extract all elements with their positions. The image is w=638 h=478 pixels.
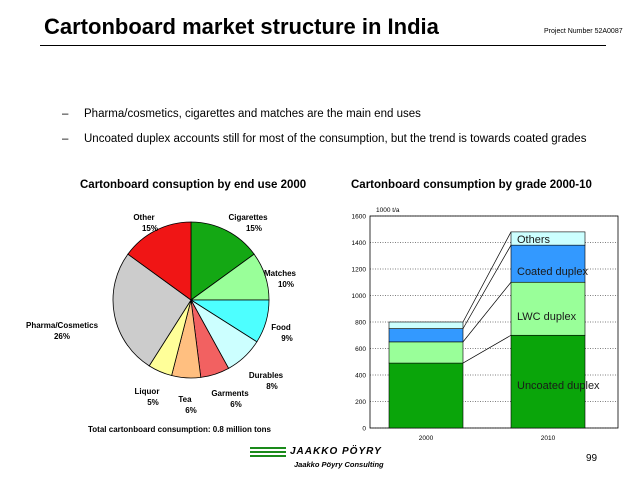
pie-slice-value: 26% bbox=[54, 332, 70, 341]
y-tick-label: 1200 bbox=[352, 267, 367, 274]
series-label: Others bbox=[517, 234, 551, 246]
company-logo-subtitle: Jaakko Pöyry Consulting bbox=[294, 460, 384, 469]
bullet-dash: – bbox=[62, 133, 69, 145]
pie-slice bbox=[112, 253, 192, 367]
series-label: Uncoated duplex bbox=[517, 380, 600, 392]
bullet-dash: – bbox=[62, 108, 69, 120]
page-number: 99 bbox=[586, 453, 598, 464]
y-tick-label: 400 bbox=[355, 373, 366, 380]
pie-slice bbox=[127, 221, 192, 301]
title-divider bbox=[40, 45, 606, 46]
pie-slice-name: Liquor bbox=[135, 387, 160, 396]
pie-chart-title: Cartonboard consuption by end use 2000 bbox=[80, 179, 307, 191]
bar-segment bbox=[388, 341, 464, 364]
y-tick-label: 1000 bbox=[352, 293, 367, 300]
series-label: Coated duplex bbox=[517, 266, 588, 278]
pie-slice-value: 15% bbox=[142, 224, 158, 233]
pie-slice-value: 8% bbox=[266, 382, 278, 391]
pie-slice-value: 6% bbox=[185, 406, 197, 415]
bullet-text: Uncoated duplex accounts still for most … bbox=[84, 133, 587, 145]
series-connector bbox=[462, 244, 512, 329]
plot-frame bbox=[369, 215, 619, 429]
bar-chart-title: Cartonboard consumption by grade 2000-10 bbox=[351, 179, 592, 191]
project-number: Project Number 52A0087 bbox=[544, 28, 623, 35]
page-title: Cartonboard market structure in India bbox=[44, 14, 439, 39]
x-tick-label: 2010 bbox=[541, 435, 556, 442]
x-tick-label: 2000 bbox=[419, 435, 434, 442]
series-connector bbox=[462, 334, 512, 364]
bar-chart: 0 200 400 600 800 1000 1200 1400 1600 1000 t/a 200… bbox=[352, 207, 619, 442]
pie-slice-value: 5% bbox=[147, 398, 159, 407]
pie-slice-name: Durables bbox=[249, 371, 284, 380]
y-axis-label: 1000 t/a bbox=[376, 207, 400, 214]
pie-slice-name: Cigarettes bbox=[228, 213, 268, 222]
bar-segment bbox=[388, 362, 464, 429]
pie-slice-name: Other bbox=[133, 213, 154, 222]
y-tick-label: 800 bbox=[355, 320, 366, 327]
bar-segment bbox=[510, 244, 586, 283]
pie-chart-note: Total cartonboard consumption: 0.8 milli… bbox=[88, 425, 271, 434]
y-tick-label: 1600 bbox=[352, 214, 367, 221]
pie-slice-value: 10% bbox=[278, 280, 294, 289]
y-tick-label: 200 bbox=[355, 399, 366, 406]
pie-slice-name: Matches bbox=[264, 269, 297, 278]
company-logo: JAAKKO PÖYRY bbox=[290, 446, 382, 457]
y-tick-label: 0 bbox=[362, 426, 366, 433]
bar-segment bbox=[388, 321, 464, 329]
bar-segment bbox=[510, 231, 586, 246]
pie-slice-name: Tea bbox=[178, 395, 192, 404]
y-tick-label: 600 bbox=[355, 346, 366, 353]
bar-segment bbox=[388, 328, 464, 343]
bullet-text: Pharma/cosmetics, cigarettes and matches… bbox=[84, 108, 421, 120]
logo-stripes-icon bbox=[250, 447, 286, 457]
pie-slice-value: 9% bbox=[281, 334, 293, 343]
pie-slice-name: Food bbox=[271, 323, 291, 332]
series-label: LWC duplex bbox=[517, 311, 577, 323]
y-tick-label: 1400 bbox=[352, 240, 367, 247]
pie-slice-value: 6% bbox=[230, 400, 242, 409]
series-connector bbox=[462, 282, 512, 343]
pie-chart: Cigarettes 15% Matches 10% Food 9% Durables 8% G… bbox=[26, 213, 297, 415]
pie-slice-name: Garments bbox=[211, 389, 249, 398]
pie-slice-value: 15% bbox=[246, 224, 262, 233]
bar-segment bbox=[510, 281, 586, 336]
pie-slice bbox=[190, 221, 255, 301]
series-connector bbox=[462, 231, 512, 323]
pie-slice-name: Pharma/Cosmetics bbox=[26, 321, 99, 330]
